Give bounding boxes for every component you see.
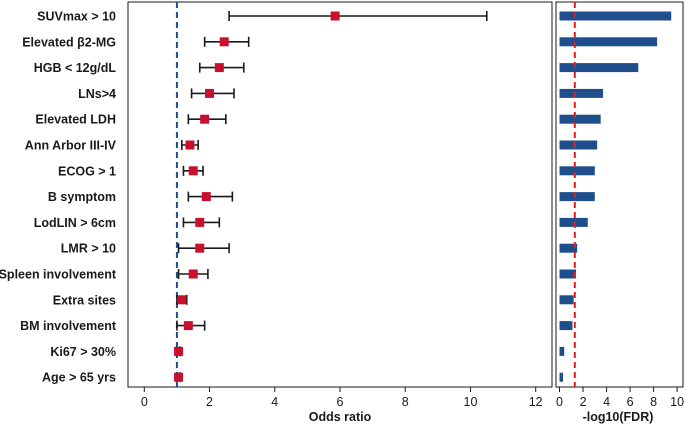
- fdr-bar: [559, 321, 573, 331]
- fdr-bar: [559, 63, 639, 73]
- bar-x-tick-label: 2: [580, 395, 587, 409]
- fdr-bar: [559, 295, 574, 305]
- bar-x-tick-label: 0: [556, 395, 563, 409]
- row-label: Extra sites: [53, 293, 116, 307]
- row-label: ECOG > 1: [58, 164, 116, 178]
- forest-row: [190, 88, 235, 99]
- forest-row: [181, 140, 199, 150]
- fdr-bar: [559, 269, 576, 279]
- forest-row: [182, 165, 204, 176]
- row-label: Elevated β2-MG: [22, 35, 116, 49]
- forest-plot-panel: SUVmax > 10 Elevated β2-MG HGB < 12g/dL LNs…: [0, 1, 553, 424]
- row-label: SUVmax > 10: [37, 10, 116, 24]
- odds-ratio-marker: [174, 372, 184, 382]
- forest-row: [174, 372, 184, 383]
- fdr-bar: [559, 192, 595, 202]
- fdr-bar: [559, 372, 564, 382]
- odds-ratio-marker: [200, 114, 210, 124]
- row-label: Elevated LDH: [35, 113, 116, 127]
- x-tick-label: 4: [271, 395, 278, 409]
- fdr-bar: [559, 114, 601, 124]
- fdr-bar: [559, 166, 595, 176]
- x-axis-title: Odds ratio: [309, 410, 372, 424]
- fdr-bar: [559, 346, 565, 356]
- odds-ratio-marker: [195, 217, 205, 227]
- odds-ratio-marker: [195, 243, 205, 253]
- fdr-bar: [559, 217, 588, 227]
- forest-row: [177, 269, 209, 279]
- odds-ratio-marker: [185, 140, 195, 150]
- fdr-bar: [559, 88, 604, 98]
- row-label: BM involvement: [20, 319, 117, 333]
- bar-x-tick-label: 6: [627, 395, 634, 409]
- row-label: LodLIN > 6cm: [34, 216, 116, 230]
- forest-row: [198, 62, 245, 73]
- odds-ratio-marker: [177, 295, 187, 305]
- forest-row: [187, 114, 227, 125]
- forest-row: [228, 11, 488, 21]
- bar-x-axis-title: -log10(FDR): [583, 410, 654, 424]
- odds-ratio-marker: [201, 192, 211, 202]
- fdr-bar: [559, 140, 598, 150]
- forest-row: [203, 36, 250, 47]
- row-label: LNs>4: [78, 87, 116, 101]
- odds-ratio-marker: [219, 37, 229, 47]
- fdr-bar: [559, 37, 658, 47]
- odds-ratio-marker: [174, 346, 184, 356]
- bar-panel-frame: [555, 1, 684, 388]
- forest-row: [182, 217, 221, 228]
- x-tick-label: 8: [402, 395, 409, 409]
- fdr-bar: [559, 243, 578, 253]
- row-label: LMR > 10: [61, 242, 116, 256]
- bar-x-tick-label: 10: [670, 395, 684, 409]
- odds-ratio-marker: [188, 166, 198, 176]
- bar-x-tick-label: 8: [650, 395, 657, 409]
- forest-row: [176, 294, 188, 305]
- forest-row: [174, 346, 184, 357]
- row-label: Ki67 > 30%: [50, 345, 116, 359]
- odds-ratio-marker: [214, 63, 224, 73]
- bar-x-tick-label: 4: [603, 395, 610, 409]
- row-label: Spleen involvement: [0, 268, 117, 282]
- x-tick-label: 12: [529, 395, 543, 409]
- forest-row: [176, 320, 206, 331]
- row-label: B symptom: [48, 190, 116, 204]
- forest-row: [187, 191, 234, 202]
- odds-ratio-marker: [205, 88, 215, 98]
- row-label: Age > 65 yrs: [42, 371, 116, 385]
- odds-ratio-marker: [330, 11, 340, 21]
- fdr-bar: [559, 11, 672, 21]
- x-tick-label: 2: [206, 395, 213, 409]
- row-label: Ann Arbor III-IV: [25, 139, 117, 153]
- x-tick-label: 6: [337, 395, 344, 409]
- odds-ratio-marker: [183, 321, 193, 331]
- forest-row: [177, 243, 230, 254]
- odds-ratio-marker: [188, 269, 198, 279]
- row-label: HGB < 12g/dL: [34, 61, 117, 75]
- x-tick-label: 10: [464, 395, 478, 409]
- fdr-bar-panel: 0 2 4 6 8 10 -log10(FDR): [555, 1, 684, 424]
- x-tick-label: 0: [141, 395, 148, 409]
